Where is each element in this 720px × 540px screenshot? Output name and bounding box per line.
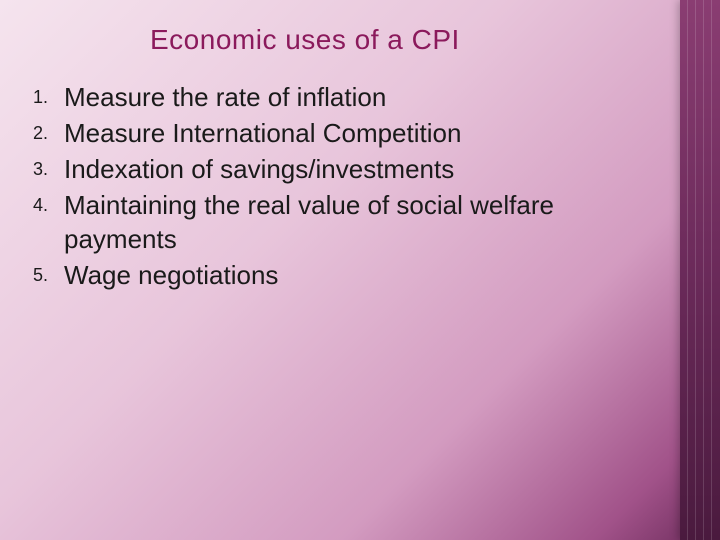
accent-line bbox=[687, 0, 688, 540]
item-text: Maintaining the real value of social wel… bbox=[64, 188, 640, 256]
accent-bar bbox=[680, 0, 720, 540]
item-number: 3. bbox=[20, 152, 64, 186]
item-text: Measure the rate of inflation bbox=[64, 80, 640, 114]
slide: Economic uses of a CPI 1. Measure the ra… bbox=[0, 0, 720, 540]
accent-line bbox=[703, 0, 704, 540]
item-number: 2. bbox=[20, 116, 64, 150]
item-text: Measure International Competition bbox=[64, 116, 640, 150]
list-item: 5. Wage negotiations bbox=[20, 258, 640, 292]
item-text: Wage negotiations bbox=[64, 258, 640, 292]
numbered-list: 1. Measure the rate of inflation 2. Meas… bbox=[20, 80, 640, 294]
list-item: 2. Measure International Competition bbox=[20, 116, 640, 150]
item-number: 1. bbox=[20, 80, 64, 114]
list-item: 3. Indexation of savings/investments bbox=[20, 152, 640, 186]
accent-line bbox=[695, 0, 696, 540]
item-number: 5. bbox=[20, 258, 64, 292]
list-item: 1. Measure the rate of inflation bbox=[20, 80, 640, 114]
item-text: Indexation of savings/investments bbox=[64, 152, 640, 186]
item-number: 4. bbox=[20, 188, 64, 222]
slide-title: Economic uses of a CPI bbox=[150, 24, 460, 56]
list-item: 4. Maintaining the real value of social … bbox=[20, 188, 640, 256]
accent-line bbox=[711, 0, 712, 540]
